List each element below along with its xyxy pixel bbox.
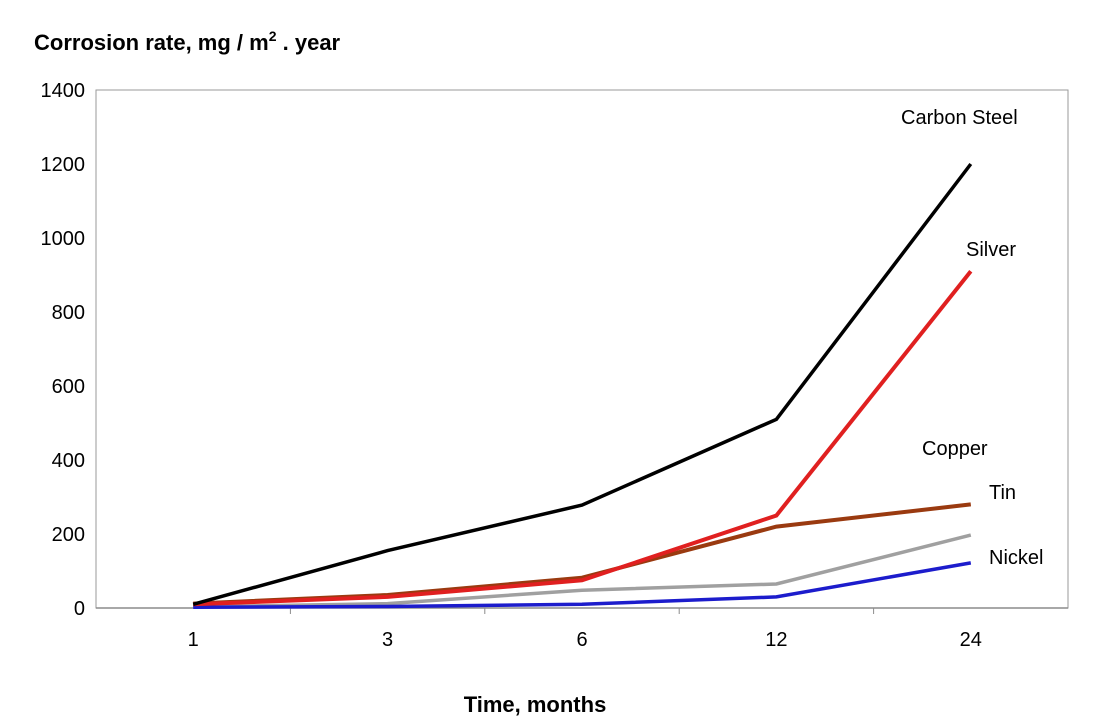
y-tick-label: 200 bbox=[52, 524, 85, 546]
series-line-silver bbox=[193, 270, 973, 607]
x-tick-label: 24 bbox=[960, 629, 982, 651]
series-line-tin bbox=[193, 533, 972, 609]
chart-title-suffix: . year bbox=[277, 30, 341, 55]
series-line-nickel bbox=[193, 561, 972, 610]
y-tick-label: 1400 bbox=[41, 80, 86, 102]
series-label-copper: Copper bbox=[922, 438, 988, 460]
chart-title-superscript: 2 bbox=[269, 28, 277, 44]
y-tick-label: 1200 bbox=[41, 154, 86, 176]
y-tick-label: 0 bbox=[74, 598, 85, 620]
plot-area bbox=[95, 89, 1069, 609]
series-label-carbon-steel: Carbon Steel bbox=[901, 107, 1018, 129]
y-tick-label: 800 bbox=[52, 302, 85, 324]
x-tick-label: 1 bbox=[188, 629, 199, 651]
y-tick-label: 1000 bbox=[41, 228, 86, 250]
y-tick-label: 600 bbox=[52, 376, 85, 398]
x-tick-label: 6 bbox=[576, 629, 587, 651]
series-label-nickel: Nickel bbox=[989, 547, 1043, 569]
x-tick-label: 12 bbox=[765, 629, 787, 651]
series-label-silver: Silver bbox=[966, 239, 1016, 261]
x-tick-label: 3 bbox=[382, 629, 393, 651]
chart-title-main: Corrosion rate, mg / m bbox=[34, 30, 269, 55]
x-axis-label: Time, months bbox=[464, 692, 607, 717]
chart-title: Corrosion rate, mg / m2 . year bbox=[34, 28, 341, 55]
series-line-carbon-steel bbox=[192, 162, 973, 606]
y-tick-label: 400 bbox=[52, 450, 85, 472]
series-label-tin: Tin bbox=[989, 482, 1016, 504]
